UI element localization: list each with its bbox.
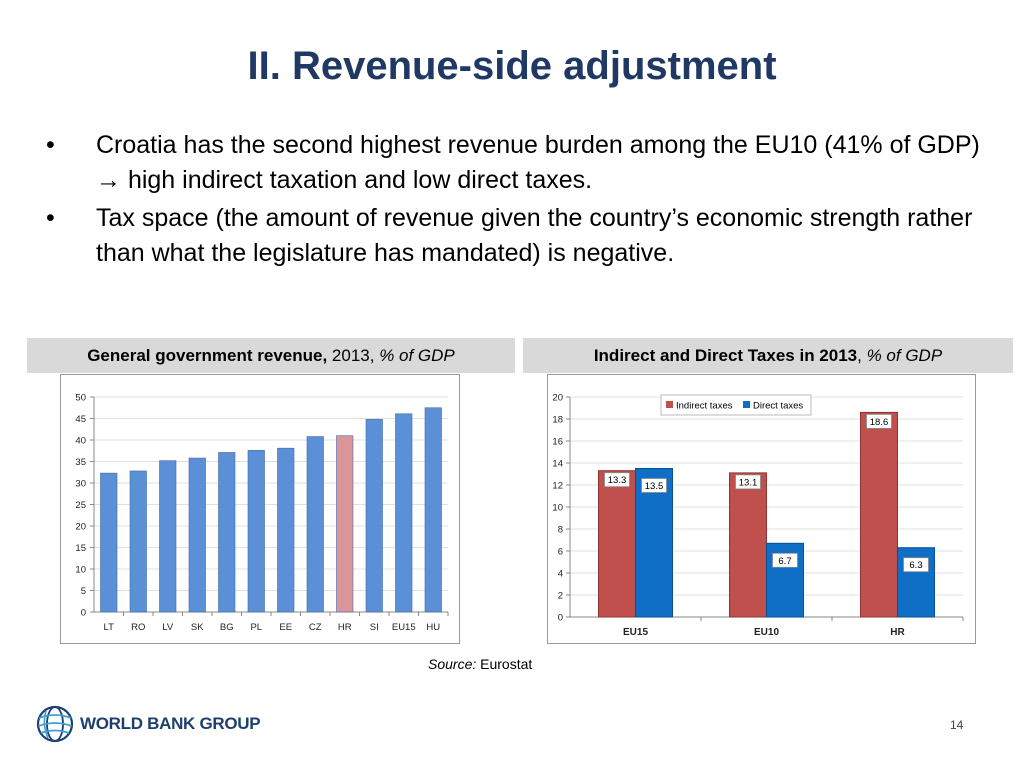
bar xyxy=(247,450,265,613)
bullet-item: • Croatia has the second highest revenue… xyxy=(40,128,1000,197)
y-tick-label: 0 xyxy=(81,608,86,619)
x-tick-label: LV xyxy=(162,622,174,633)
revenue-bar-chart: 0 5 10 15 20 25 30 35 40 45 50 LT RO LV SK BG PL EE CZ HR SI… xyxy=(75,393,449,633)
y-tick-label: 35 xyxy=(75,457,86,468)
x-tick-label: EU15 xyxy=(392,622,416,633)
bar xyxy=(729,472,767,618)
x-tick-label: SK xyxy=(191,622,204,633)
taxes-header-plain: , xyxy=(857,345,867,365)
x-tick-label: EU10 xyxy=(754,627,779,638)
y-tick-label: 25 xyxy=(75,500,86,511)
bar xyxy=(306,436,324,613)
data-label: 13.1 xyxy=(739,477,758,488)
x-tick-label: SI xyxy=(370,622,379,633)
taxes-chart-frame: 0 2 4 6 8 10 12 14 16 18 20 13.3 13.5 EU15 13.1 6.7 EU10… xyxy=(547,374,976,644)
x-tick-label: EE xyxy=(279,622,292,633)
bar xyxy=(424,407,442,613)
data-label: 6.3 xyxy=(909,560,922,571)
x-tick-label: EU15 xyxy=(623,627,648,638)
data-label-box xyxy=(641,478,667,493)
legend-swatch xyxy=(666,401,673,408)
y-tick-label: 50 xyxy=(75,393,86,404)
bar xyxy=(336,435,354,613)
data-label: 13.5 xyxy=(645,481,664,492)
bullet-marker: • xyxy=(46,204,55,232)
data-label-box xyxy=(772,552,798,568)
y-tick-label: 20 xyxy=(75,522,86,533)
taxes-bar-chart: 0 2 4 6 8 10 12 14 16 18 20 13.3 13.5 EU15 13.1 6.7 EU10… xyxy=(552,393,964,638)
x-tick-label: HU xyxy=(426,622,440,633)
bullet-text: Tax space (the amount of revenue given t… xyxy=(96,204,973,267)
source-label: Source: xyxy=(428,656,477,672)
revenue-header-plain: 2013, xyxy=(327,345,380,365)
data-label-box xyxy=(604,472,630,488)
bar xyxy=(860,411,898,618)
bar xyxy=(188,457,206,613)
data-label: 18.6 xyxy=(870,417,889,428)
y-tick-label: 10 xyxy=(552,503,563,514)
bar xyxy=(159,460,177,613)
revenue-header-bold: General government revenue, xyxy=(87,345,328,365)
x-tick-label: RO xyxy=(131,622,145,633)
y-tick-label: 4 xyxy=(558,569,563,580)
y-tick-label: 40 xyxy=(75,436,86,447)
page-number: 14 xyxy=(950,718,964,732)
logo-text: WORLD BANK GROUP xyxy=(80,714,261,733)
data-label-box xyxy=(903,557,929,573)
bar xyxy=(598,470,636,618)
revenue-header-italic: % of GDP xyxy=(379,345,455,365)
y-tick-label: 12 xyxy=(552,481,563,492)
taxes-header-italic: % of GDP xyxy=(866,345,943,365)
revenue-chart-frame: 0 5 10 15 20 25 30 35 40 45 50 LT RO LV SK BG PL EE CZ HR SI… xyxy=(60,374,460,644)
bullet-marker: • xyxy=(46,131,55,159)
bullet-item: • Tax space (the amount of revenue given… xyxy=(40,201,1000,270)
x-tick-label: BG xyxy=(220,622,234,633)
legend-label: Indirect taxes xyxy=(676,401,733,412)
bullet-text: Croatia has the second highest revenue b… xyxy=(96,131,980,194)
y-tick-label: 0 xyxy=(558,613,563,624)
x-tick-label: HR xyxy=(890,627,905,638)
legend-box xyxy=(660,394,812,416)
bar xyxy=(277,447,295,613)
bar xyxy=(365,419,383,613)
y-tick-label: 30 xyxy=(75,479,86,490)
source-value: Eurostat xyxy=(480,656,533,672)
world-bank-logo: WORLD BANK GROUP xyxy=(36,705,261,743)
y-tick-label: 45 xyxy=(75,414,86,425)
y-tick-label: 2 xyxy=(558,591,563,602)
y-tick-label: 18 xyxy=(552,415,563,426)
taxes-chart-header: Indirect and Direct Taxes in 2013, % of … xyxy=(523,338,1013,373)
x-tick-label: PL xyxy=(250,622,262,633)
data-label-box xyxy=(866,414,892,429)
bar xyxy=(218,452,236,613)
source-note: Source: Eurostat xyxy=(428,656,532,672)
y-tick-label: 6 xyxy=(558,547,563,558)
bar xyxy=(635,468,673,618)
x-tick-label: LT xyxy=(104,622,115,633)
y-tick-label: 8 xyxy=(558,525,563,536)
legend-swatch xyxy=(743,401,750,408)
y-tick-label: 14 xyxy=(552,459,563,470)
x-tick-label: HR xyxy=(338,622,352,633)
y-tick-label: 5 xyxy=(81,586,86,597)
bar xyxy=(395,413,413,613)
data-label: 13.3 xyxy=(608,475,627,486)
globe-icon xyxy=(36,705,74,743)
taxes-header-bold: Indirect and Direct Taxes in 2013 xyxy=(593,345,858,365)
bullet-list: • Croatia has the second highest revenue… xyxy=(40,128,1000,274)
data-label-box xyxy=(735,474,761,490)
data-label: 6.7 xyxy=(778,556,791,567)
slide-title: II. Revenue-side adjustment xyxy=(247,44,777,88)
bar xyxy=(129,470,147,613)
y-tick-label: 16 xyxy=(552,437,563,448)
revenue-chart-header: General government revenue, 2013, % of G… xyxy=(27,338,515,373)
y-tick-label: 10 xyxy=(75,565,86,576)
y-tick-label: 20 xyxy=(552,393,563,404)
y-tick-label: 15 xyxy=(75,543,86,554)
bar xyxy=(100,472,118,613)
x-tick-label: CZ xyxy=(309,622,322,633)
legend-label: Direct taxes xyxy=(753,401,803,412)
